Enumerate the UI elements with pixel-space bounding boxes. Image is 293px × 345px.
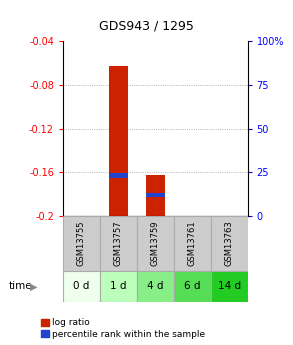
Bar <box>211 216 248 271</box>
Text: 14 d: 14 d <box>218 282 241 291</box>
Bar <box>63 216 100 271</box>
Bar <box>211 271 248 302</box>
Text: GSM13757: GSM13757 <box>114 220 123 266</box>
Text: GDS943 / 1295: GDS943 / 1295 <box>99 19 194 32</box>
Bar <box>137 216 174 271</box>
Bar <box>109 174 127 178</box>
Text: time: time <box>9 282 33 291</box>
Bar <box>109 67 127 216</box>
Bar <box>137 271 174 302</box>
Text: 1 d: 1 d <box>110 282 127 291</box>
Text: 4 d: 4 d <box>147 282 163 291</box>
Bar <box>100 216 137 271</box>
Text: GSM13755: GSM13755 <box>77 220 86 266</box>
Bar <box>100 271 137 302</box>
Text: 0 d: 0 d <box>73 282 90 291</box>
Text: GSM13759: GSM13759 <box>151 220 160 266</box>
Bar <box>63 271 100 302</box>
Text: GSM13763: GSM13763 <box>225 220 234 266</box>
Text: ▶: ▶ <box>30 282 38 291</box>
Legend: log ratio, percentile rank within the sample: log ratio, percentile rank within the sa… <box>40 317 207 341</box>
Bar <box>146 193 165 197</box>
Text: GSM13761: GSM13761 <box>188 220 197 266</box>
Bar <box>146 175 165 216</box>
Text: 6 d: 6 d <box>184 282 200 291</box>
Bar <box>174 216 211 271</box>
Bar <box>174 271 211 302</box>
